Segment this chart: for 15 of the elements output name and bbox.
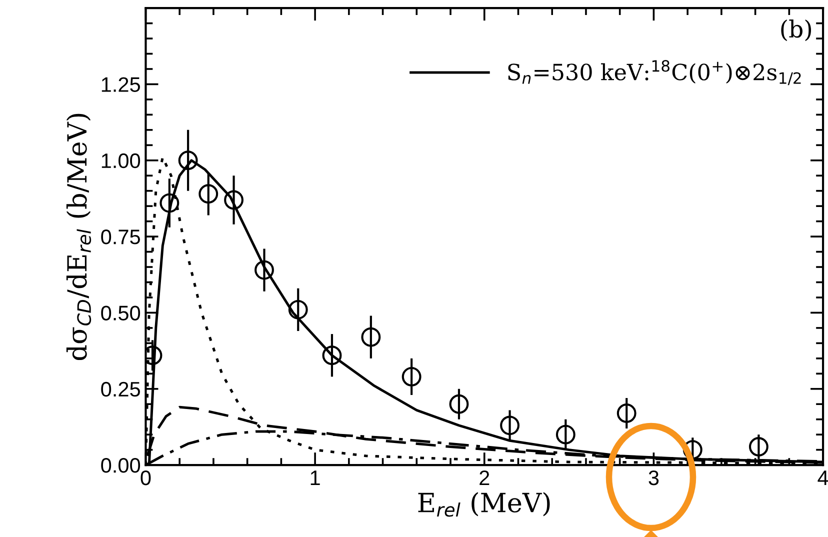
y-tick-label: 1.25 <box>102 77 140 92</box>
x-tick-label: 0 <box>140 470 151 486</box>
y-tick-label: 0.00 <box>101 458 140 473</box>
y-tick-label: 0.50 <box>101 306 140 320</box>
annotation: (b) <box>781 19 812 42</box>
legend-label: S$_{n}$=530 keV:$^{18}$C(0$^{+}$)⊗2s$_{1/2}$ <box>508 60 801 86</box>
x-tick-label: 2 <box>480 470 490 485</box>
x-tick-label: 1 <box>310 470 320 485</box>
x-axis-title: E$_{rel}$ (MeV) <box>418 492 550 517</box>
y-tick-label: 1.00 <box>102 153 140 168</box>
y-axis-title: dσ$_{CD}$/dE$_{rel}$ (b/MeV) <box>66 114 92 360</box>
x-tick-label: 3 <box>648 470 659 486</box>
x-tick-label: 4 <box>818 470 828 485</box>
y-tick-label: 0.75 <box>101 230 140 244</box>
y-tick-label: 0.25 <box>101 382 140 397</box>
